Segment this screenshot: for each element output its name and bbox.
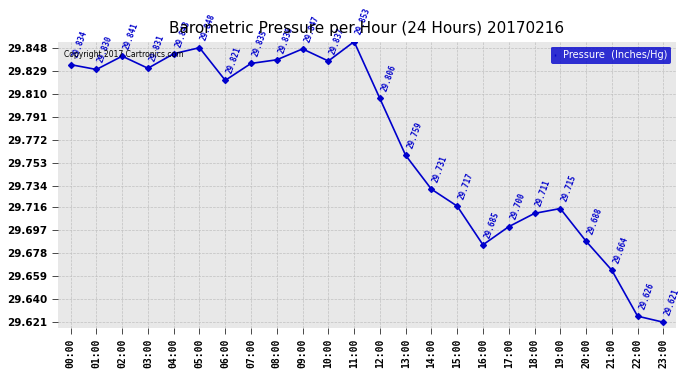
Text: Copyright 2017 Cartronics.com: Copyright 2017 Cartronics.com — [64, 50, 184, 59]
Text: 29.847: 29.847 — [302, 14, 321, 44]
Text: 29.688: 29.688 — [586, 207, 604, 236]
Text: 29.841: 29.841 — [122, 21, 140, 51]
Text: 29.715: 29.715 — [560, 174, 578, 203]
Text: 29.806: 29.806 — [380, 64, 398, 93]
Text: 29.700: 29.700 — [509, 192, 526, 221]
Text: 29.843: 29.843 — [174, 19, 192, 48]
Title: Barometric Pressure per Hour (24 Hours) 20170216: Barometric Pressure per Hour (24 Hours) … — [170, 21, 564, 36]
Legend: Pressure  (Inches/Hg): Pressure (Inches/Hg) — [551, 46, 671, 64]
Text: 29.830: 29.830 — [97, 35, 115, 64]
Text: 29.835: 29.835 — [251, 29, 269, 58]
Text: 29.821: 29.821 — [225, 46, 243, 75]
Text: 29.831: 29.831 — [148, 33, 166, 63]
Text: 29.711: 29.711 — [535, 178, 553, 208]
Text: 29.838: 29.838 — [277, 25, 295, 54]
Text: 29.717: 29.717 — [457, 171, 475, 201]
Text: 29.621: 29.621 — [663, 288, 681, 316]
Text: 29.685: 29.685 — [483, 210, 501, 239]
Text: 29.848: 29.848 — [199, 13, 217, 42]
Text: 29.759: 29.759 — [406, 121, 424, 150]
Text: 29.853: 29.853 — [354, 7, 372, 36]
Text: 29.837: 29.837 — [328, 26, 346, 56]
Text: 29.626: 29.626 — [638, 282, 656, 310]
Text: 29.731: 29.731 — [431, 154, 449, 184]
Text: 29.834: 29.834 — [70, 30, 88, 59]
Text: 29.664: 29.664 — [612, 236, 630, 265]
